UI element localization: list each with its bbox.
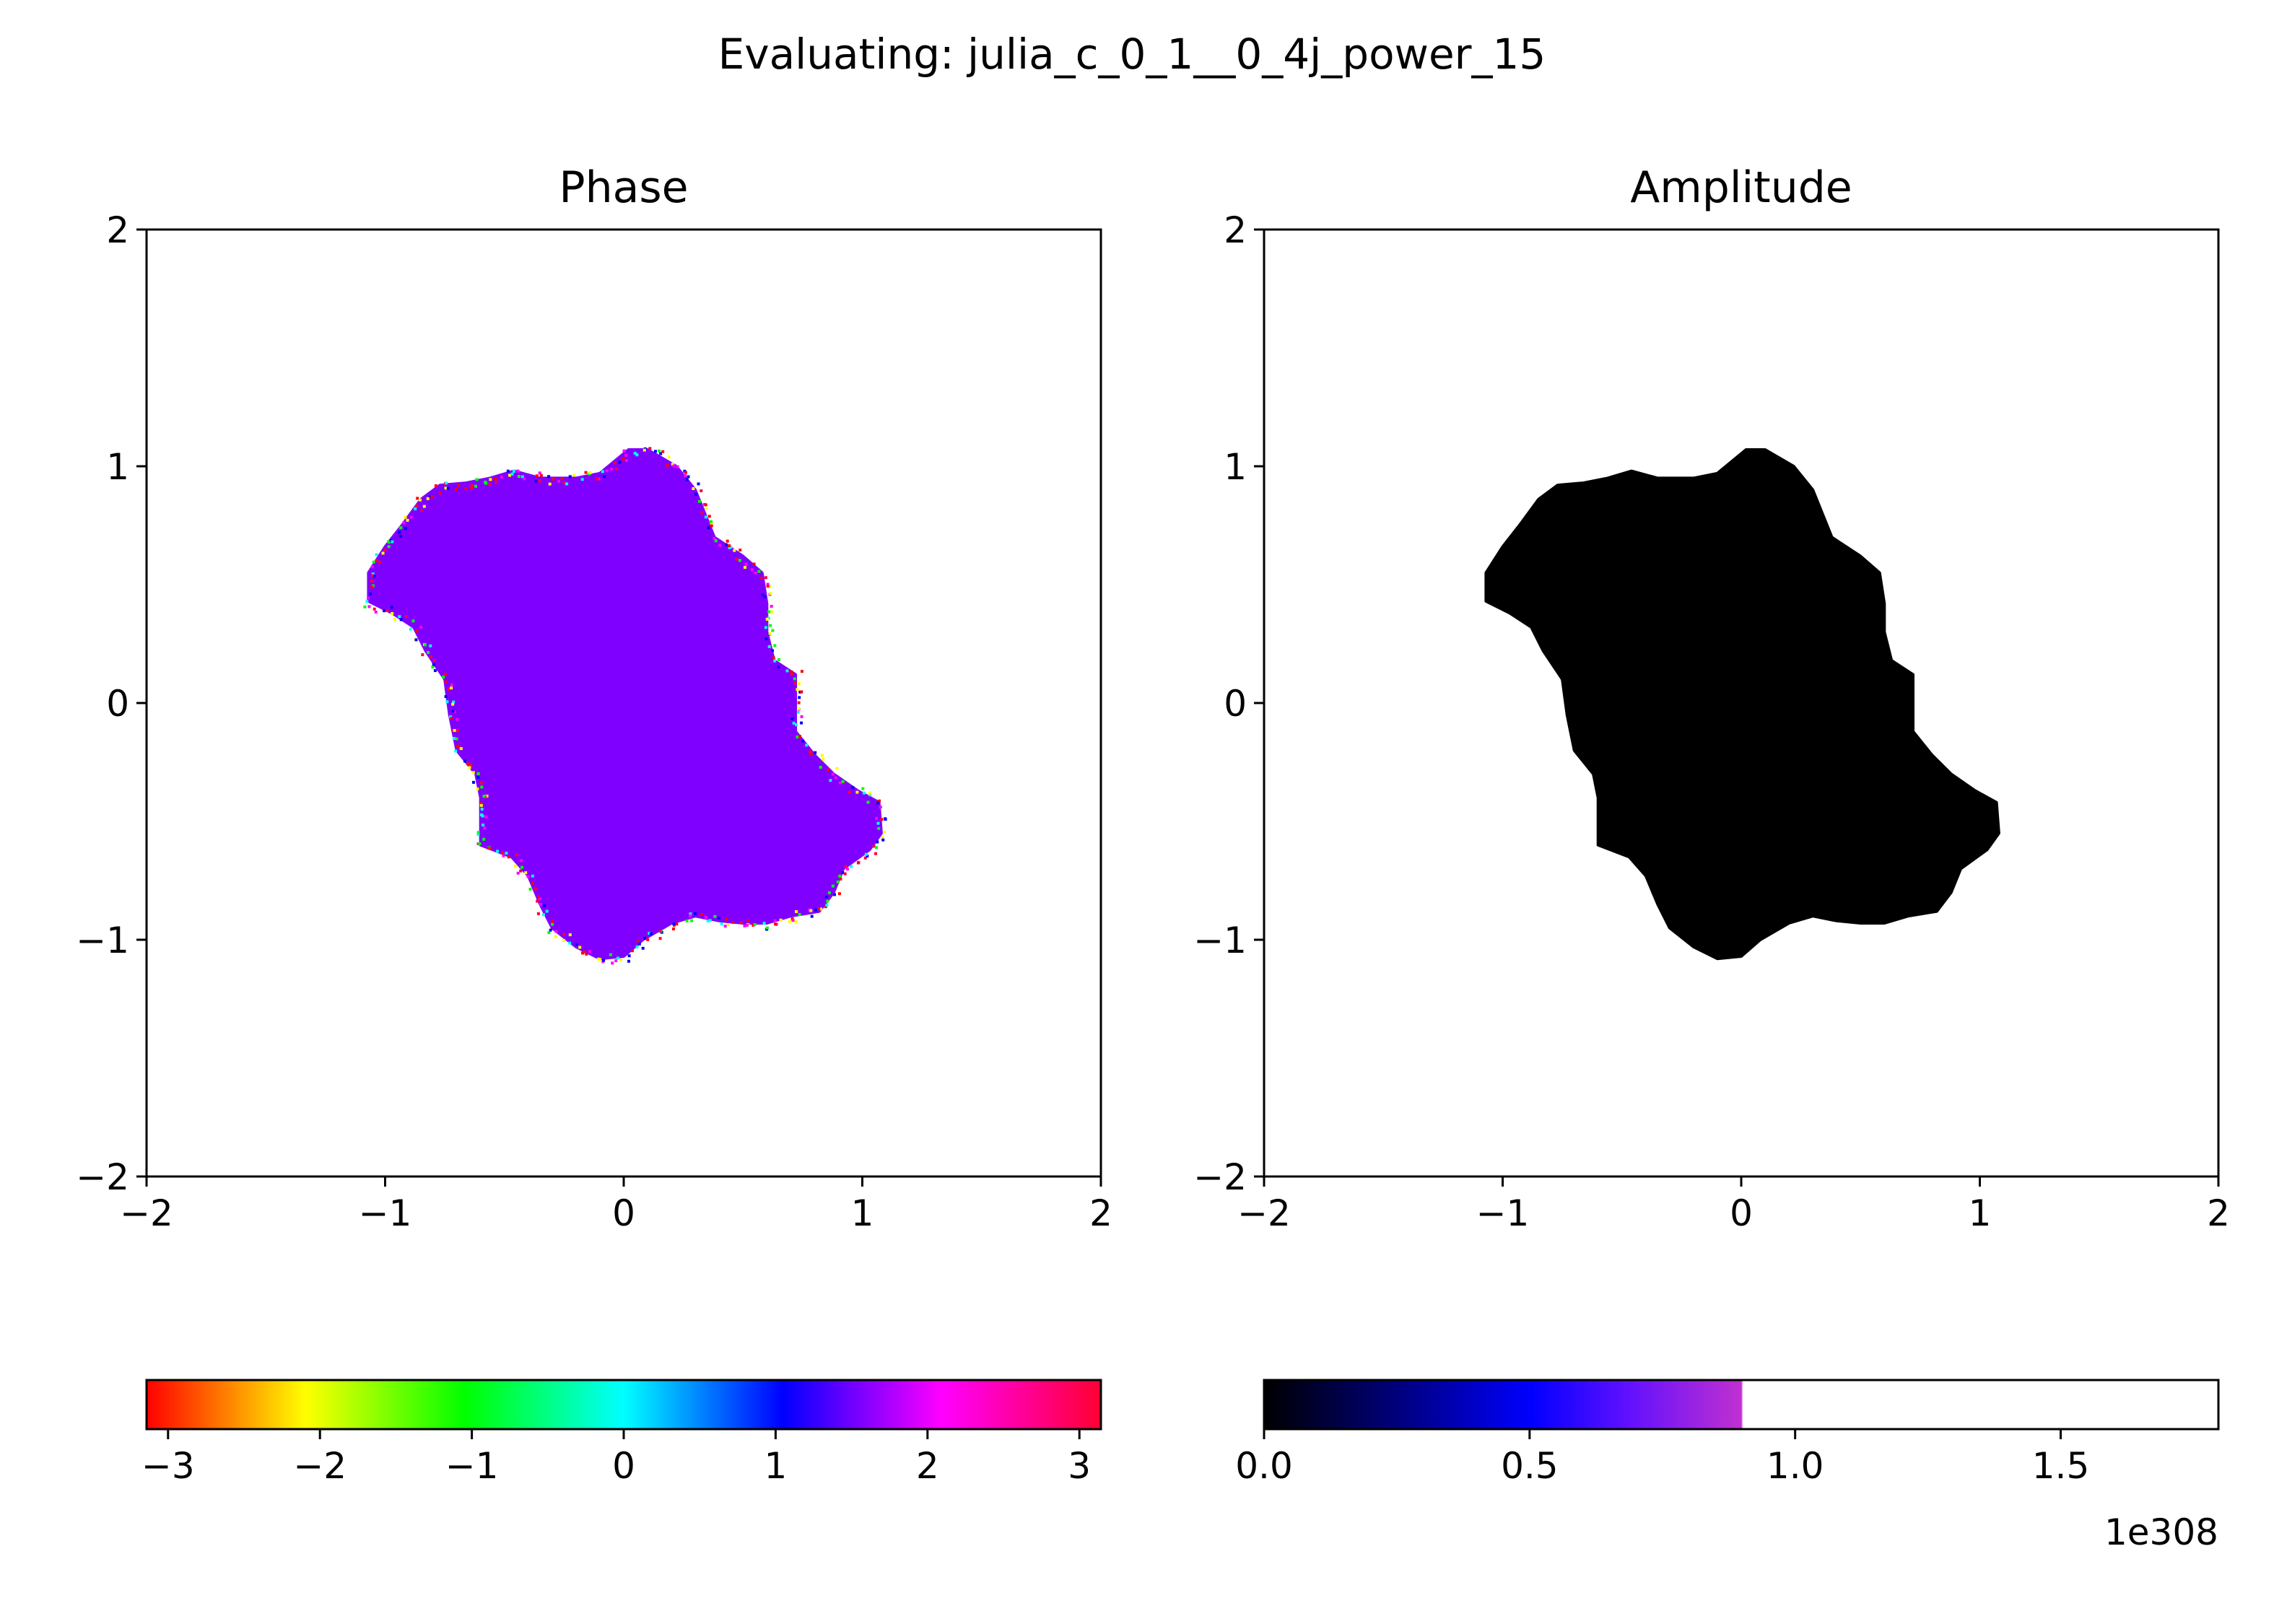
colorbar-phase: [147, 1380, 1101, 1429]
y-tick-label: −1: [76, 920, 129, 961]
colorbar-offset-text: 1e308: [2104, 1511, 2218, 1553]
y-tick-label: 2: [106, 209, 129, 251]
subplot-title: Phase: [559, 162, 688, 213]
colorbar-tick-label: 1.0: [1767, 1445, 1824, 1487]
panels-container: Phase −2 −1 0 1 2 −2 −1 0 1 2 −3 −2 −1 0 1 2 3 Amplitude −2…: [76, 162, 2230, 1553]
y-tick-label: 0: [106, 683, 129, 725]
x-tick-label: −2: [120, 1192, 173, 1234]
x-tick-label: −1: [1476, 1192, 1530, 1234]
y-tick-label: 1: [106, 446, 129, 488]
y-tick-label: −2: [76, 1156, 129, 1198]
colorbar-tick-label: 1.5: [2032, 1445, 2090, 1487]
y-tick-label: −2: [1193, 1156, 1247, 1198]
y-tick-label: 2: [1224, 209, 1247, 251]
colorbar-tick-label: 1: [764, 1445, 787, 1487]
julia-set-region: [1484, 448, 2000, 961]
x-tick-label: 2: [1089, 1192, 1112, 1234]
y-tick-label: 0: [1224, 683, 1247, 725]
colorbar-tick-label: 3: [1068, 1445, 1091, 1487]
figure-suptitle: Evaluating: julia_c_0_1__0_4j_power_15: [718, 30, 1546, 79]
colorbar-tick-label: 2: [916, 1445, 939, 1487]
colorbar-amplitude: [1264, 1380, 2218, 1429]
subplot-amplitude: Amplitude −2 −1 0 1 2 −2 −1 0 1 2 0.0 0.5 1.0 1.5 1e308: [1193, 162, 2230, 1553]
x-tick-label: −2: [1237, 1192, 1291, 1234]
y-tick-label: 1: [1224, 446, 1247, 488]
x-tick-label: 1: [851, 1192, 874, 1234]
colorbar-tick-label: −2: [293, 1445, 347, 1487]
colorbar-tick-label: 0.0: [1235, 1445, 1293, 1487]
x-tick-label: 0: [612, 1192, 635, 1234]
set-region-group: [363, 447, 887, 965]
subplot-phase: Phase −2 −1 0 1 2 −2 −1 0 1 2 −3 −2 −1 0 1 2 3: [76, 162, 1112, 1487]
colorbar-tick-label: −3: [141, 1445, 195, 1487]
colorbar-tick-label: −1: [445, 1445, 499, 1487]
subplot-title: Amplitude: [1630, 162, 1852, 213]
x-tick-label: 0: [1730, 1192, 1753, 1234]
y-tick-label: −1: [1193, 920, 1247, 961]
x-tick-label: 1: [1969, 1192, 1992, 1234]
colorbar-frame: [1263, 1379, 2220, 1431]
x-tick-label: −1: [359, 1192, 412, 1234]
set-region-group: [1484, 448, 2000, 961]
x-tick-label: 2: [2207, 1192, 2230, 1234]
colorbar-tick-label: 0.5: [1501, 1445, 1559, 1487]
boundary-noise: [363, 447, 887, 965]
colorbar-tick-label: 0: [612, 1445, 635, 1487]
